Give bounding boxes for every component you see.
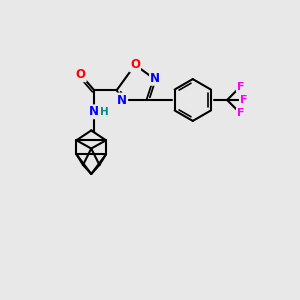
Text: N: N [150, 72, 160, 85]
Text: O: O [76, 68, 86, 81]
Text: F: F [237, 82, 244, 92]
Text: N: N [117, 94, 127, 106]
Text: N: N [89, 105, 99, 118]
Text: O: O [130, 58, 140, 71]
Text: F: F [237, 108, 244, 118]
Text: H: H [100, 107, 109, 117]
Text: F: F [240, 95, 247, 105]
